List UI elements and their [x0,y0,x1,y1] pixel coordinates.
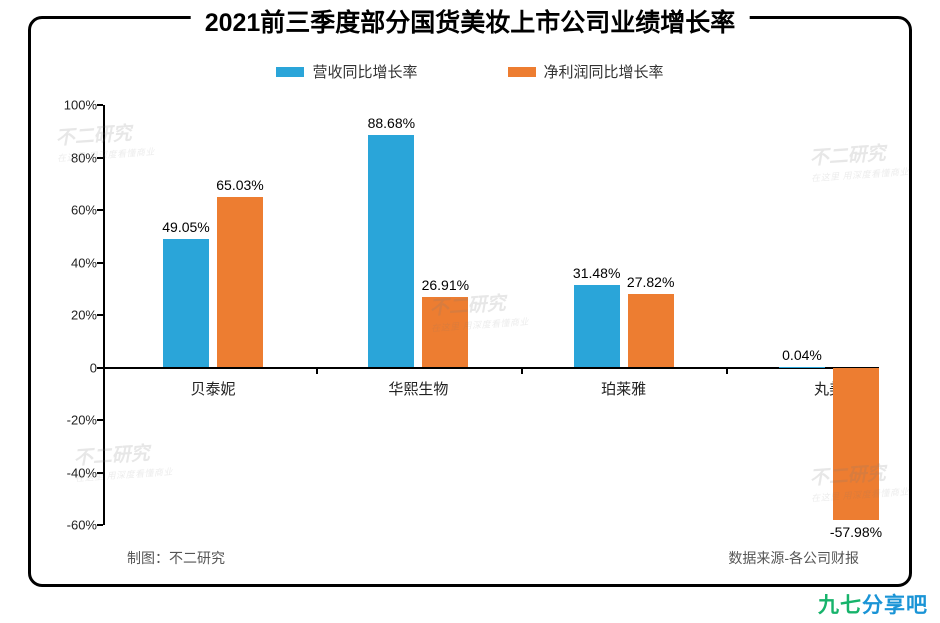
legend-item-profit: 净利润同比增长率 [508,61,664,82]
y-tick-label: 60% [43,203,97,218]
legend: 营收同比增长率 净利润同比增长率 [31,61,909,82]
y-tick-label: 80% [43,150,97,165]
y-tick-label: 100% [43,98,97,113]
bar-revenue [574,285,620,368]
y-tick-label: 20% [43,308,97,323]
bar-label-revenue: 0.04% [782,347,822,363]
legend-label-revenue: 营收同比增长率 [312,61,417,82]
y-tick-label: -60% [43,518,97,533]
bar-profit [833,368,879,520]
x-tick-mark [521,368,523,374]
x-category-label: 珀莱雅 [601,378,646,399]
bar-profit [422,297,468,368]
y-tick-label: -20% [43,413,97,428]
bar-label-revenue: 49.05% [162,219,209,235]
bar-label-profit: 26.91% [422,277,469,293]
plot-area: -60%-40%-20%020%40%60%80%100%贝泰妮49.05%65… [103,105,879,525]
legend-item-revenue: 营收同比增长率 [276,61,417,82]
legend-swatch-profit [508,67,536,77]
bar-label-profit: -57.98% [830,524,882,540]
y-tick-label: 40% [43,255,97,270]
bar-revenue [368,135,414,368]
footer-credit: 制图：不二研究 [127,548,225,568]
y-tick-mark [97,472,103,474]
bar-label-revenue: 31.48% [573,265,620,281]
y-tick-mark [97,157,103,159]
footer-source: 数据来源-各公司财报 [728,548,859,568]
x-tick-mark [316,368,318,374]
y-axis [103,105,105,525]
y-tick-mark [97,419,103,421]
bar-profit [628,294,674,367]
footer: 制图：不二研究 数据来源-各公司财报 [127,548,859,568]
bar-revenue [163,239,209,368]
y-tick-mark [97,262,103,264]
bar-label-revenue: 88.68% [368,115,415,131]
x-category-label: 华熙生物 [388,378,448,399]
legend-swatch-revenue [276,67,304,77]
bottom-brand: 九七分享吧 [818,589,928,619]
y-tick-mark [97,314,103,316]
y-tick-mark [97,367,103,369]
bar-label-profit: 65.03% [216,177,263,193]
x-tick-mark [726,368,728,374]
y-tick-mark [97,209,103,211]
chart-frame: 2021前三季度部分国货美妆上市公司业绩增长率 营收同比增长率 净利润同比增长率… [28,16,912,587]
legend-label-profit: 净利润同比增长率 [544,61,664,82]
bar-label-profit: 27.82% [627,274,674,290]
y-tick-mark [97,104,103,106]
y-tick-label: -40% [43,465,97,480]
chart-title: 2021前三季度部分国货美妆上市公司业绩增长率 [191,3,750,39]
y-tick-label: 0 [43,360,97,375]
y-tick-mark [97,524,103,526]
x-category-label: 贝泰妮 [190,378,235,399]
bar-profit [217,197,263,368]
